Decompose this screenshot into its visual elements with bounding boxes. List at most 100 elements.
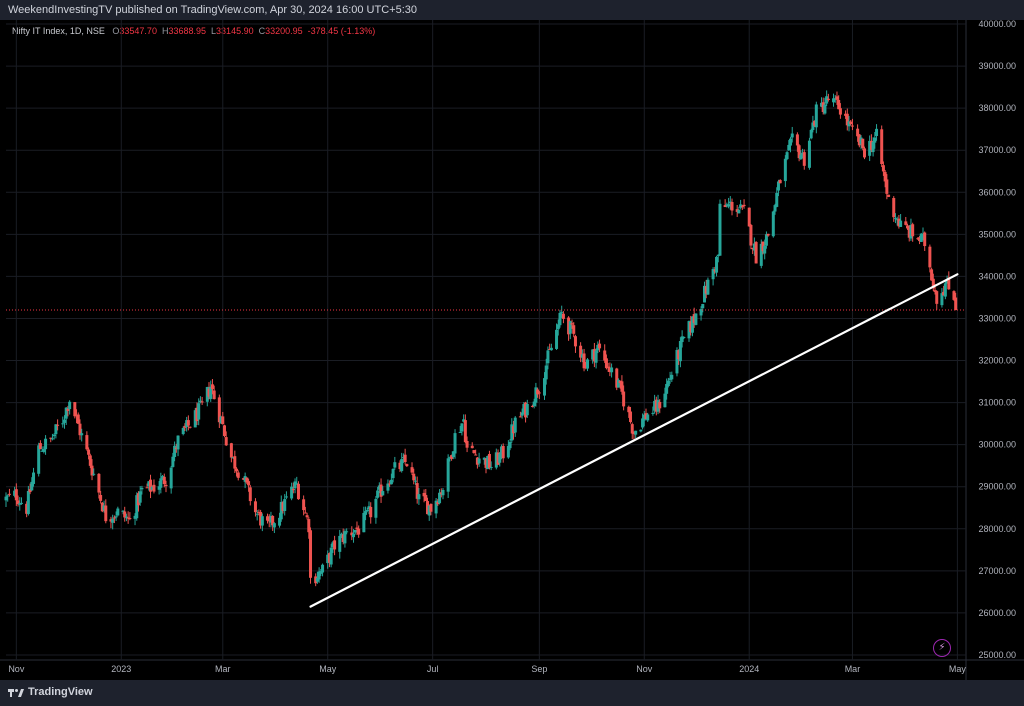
- candle-body: [542, 378, 546, 396]
- candle-body: [584, 366, 588, 368]
- candle-body: [64, 407, 68, 419]
- candle-body: [821, 102, 825, 112]
- candle-body: [66, 408, 70, 411]
- candle-body: [185, 420, 189, 427]
- candle-body: [928, 246, 932, 268]
- candle-body: [711, 269, 715, 280]
- candle-body: [460, 423, 464, 432]
- candle-body: [819, 102, 823, 107]
- candle-body: [126, 517, 130, 519]
- candle-body: [283, 499, 287, 511]
- candle-body: [845, 113, 849, 126]
- candle-body: [873, 137, 877, 143]
- candle-body: [111, 518, 115, 523]
- candle-body: [295, 483, 299, 485]
- candle-body: [173, 445, 177, 458]
- candle-body: [530, 405, 534, 407]
- candle-body: [568, 321, 572, 334]
- high-value: 33688.95: [168, 26, 207, 36]
- candle-body: [513, 417, 517, 433]
- candle-body: [761, 241, 765, 252]
- open-value: 33547.70: [119, 26, 157, 36]
- time-tick-label: Nov: [636, 664, 653, 674]
- candle-body: [149, 479, 153, 492]
- candle-body: [692, 314, 696, 323]
- price-chart[interactable]: 40000.00 39000.00 38000.00 37000.00 36000.00…: [0, 20, 1024, 680]
- candle-body: [811, 122, 815, 131]
- price-tick-label: 31000.00: [978, 398, 1016, 408]
- candle-body: [677, 350, 681, 360]
- candle-body: [90, 465, 94, 476]
- candle-body: [668, 378, 672, 380]
- tradingview-logo: TradingView: [8, 686, 93, 698]
- candle-body: [754, 242, 758, 264]
- candle-body: [694, 313, 698, 325]
- candle-body: [654, 399, 658, 412]
- price-tick-label: 36000.00: [978, 187, 1016, 197]
- candle-body: [470, 445, 474, 449]
- change-value: -378.45 (-1.13%): [307, 26, 376, 36]
- candle-body: [797, 145, 801, 159]
- price-tick-label: 38000.00: [978, 103, 1016, 113]
- candle-body: [253, 501, 257, 513]
- candle-body: [128, 518, 132, 520]
- candle-body: [412, 473, 416, 481]
- candle-body: [752, 243, 756, 251]
- candle-body: [508, 442, 512, 449]
- candle-body: [352, 533, 356, 538]
- lightning-icon[interactable]: ⚡: [933, 639, 951, 657]
- candle-body: [596, 344, 600, 351]
- candle-body: [472, 450, 476, 454]
- candle-body: [897, 218, 901, 227]
- candle-body: [689, 322, 693, 332]
- candle-body: [37, 445, 41, 474]
- candle-body: [210, 384, 214, 390]
- high-label: H: [161, 26, 169, 36]
- close-value: 33200.95: [265, 26, 303, 36]
- candle-body: [883, 171, 887, 182]
- candle-body: [567, 317, 571, 335]
- candle-body: [524, 402, 528, 418]
- candle-body: [364, 511, 368, 515]
- candle-body: [140, 487, 144, 490]
- candle-body: [389, 479, 393, 485]
- candle-body: [795, 134, 799, 146]
- candle-body: [195, 407, 199, 422]
- candle-body: [162, 476, 166, 485]
- candle-body: [727, 204, 731, 207]
- candle-body: [809, 129, 813, 139]
- candle-body: [548, 348, 552, 350]
- candle-body: [174, 447, 178, 450]
- candle-body: [6, 495, 10, 497]
- candle-body: [159, 478, 163, 488]
- candle-body: [80, 433, 84, 436]
- candle-body: [152, 484, 156, 492]
- candle-body: [475, 457, 479, 465]
- candle-body: [532, 401, 536, 407]
- candle-body: [212, 390, 216, 400]
- time-tick-label: Jul: [427, 664, 439, 674]
- candle-body: [30, 481, 34, 491]
- candle-body: [546, 350, 550, 364]
- candle-body: [725, 204, 729, 206]
- candle-body: [453, 433, 457, 454]
- candle-body: [850, 125, 854, 127]
- candle-body: [417, 494, 421, 500]
- candle-body: [259, 512, 263, 526]
- candle-body: [257, 511, 261, 513]
- time-tick-label: 2023: [111, 664, 131, 674]
- candle-body: [235, 468, 239, 472]
- candle-body: [405, 464, 409, 467]
- candle-body: [400, 459, 404, 472]
- candle-body: [916, 238, 920, 240]
- candle-body: [701, 304, 705, 309]
- trendline: [309, 273, 959, 608]
- candle-body: [221, 416, 225, 425]
- candle-body: [687, 321, 691, 339]
- candle-body: [245, 477, 249, 483]
- candle-body: [570, 323, 574, 325]
- candle-body: [881, 165, 885, 172]
- low-label: L: [211, 26, 217, 36]
- candle-body: [198, 400, 202, 403]
- candle-body: [112, 517, 116, 519]
